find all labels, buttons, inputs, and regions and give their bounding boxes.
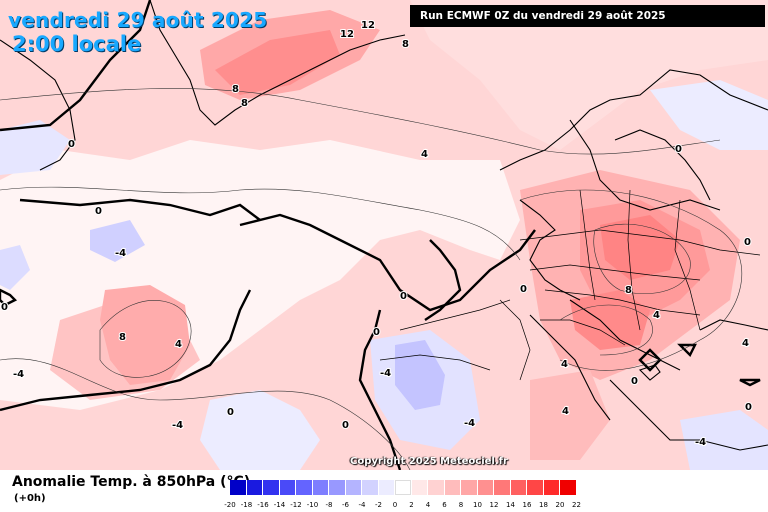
forecast-time: 2:00 locale [12,32,142,56]
contour-label: 0 [675,144,682,155]
color-scale-label: -12 [290,501,302,509]
contour-labels: 12 12 8 8 8 4 0 0 -4 8 4 0 0 -4 -4 0 -4 … [0,19,753,449]
coastlines [0,0,768,451]
color-scale-label: 10 [473,501,482,509]
copyright: Copyright 2025 Meteociel.fr [350,456,508,467]
color-scale-swatch [477,480,494,495]
contour-label: 4 [653,310,660,321]
contour-label: 0 [631,376,638,387]
color-scale-label: 2 [409,501,414,509]
contour-label: 8 [625,285,632,296]
color-scale-swatch [329,480,346,495]
parameter-title: Anomalie Temp. à 850hPa (°C) [12,474,251,490]
color-scale-label: 8 [458,501,464,509]
contour-label: 0 [373,327,380,338]
contour-label: 0 [342,420,349,431]
contour-label: 0 [1,302,8,313]
isotherms [0,88,743,470]
color-scale-swatch [263,480,280,495]
contour-label: -4 [13,369,24,380]
color-scale-labels: -20 -18 -16 -14 -12 -10 -8 -6 -4 -2 0 2 4 6 8 10 12 14 16 1… [224,501,581,511]
color-scale-label: 0 [392,501,398,509]
model-run-label: Run ECMWF 0Z du vendredi 29 août 2025 [410,5,765,27]
color-scale-label: -14 [273,501,286,509]
color-scale-swatch [411,480,428,495]
contour-label: 8 [119,332,126,343]
color-scale-swatch [296,480,313,495]
color-scale-label: 16 [522,501,532,509]
contour-label: 8 [402,39,409,50]
forecast-date: vendredi 29 août 2025 [8,8,268,32]
color-scale-swatch [444,480,461,495]
contour-label: 12 [340,29,354,40]
color-scale-label: -18 [240,501,253,509]
contour-label: 0 [744,237,751,248]
color-scale-label: 18 [539,501,548,509]
color-scale-swatch [279,480,296,495]
contour-label: 0 [520,284,527,295]
color-scale-swatch [378,480,395,495]
color-scale-swatch [345,480,362,495]
color-scale-swatch [494,480,511,495]
contour-label: 8 [241,98,248,109]
color-scale-swatch [312,480,329,495]
contour-label: 0 [227,407,234,418]
color-scale-swatch [461,480,478,495]
color-scale-swatch [560,480,577,495]
anomaly-fields [0,10,768,470]
color-scale-label: -8 [325,501,333,509]
contour-label: -4 [115,248,126,259]
color-scale-label: -10 [306,501,319,509]
contour-label: -4 [172,420,183,431]
color-scale-swatch [230,480,247,495]
contour-label: 8 [232,84,239,95]
color-scale-swatch [395,480,412,495]
color-scale-label: 20 [555,501,565,509]
color-scale-label: 6 [442,501,447,509]
color-scale [230,480,577,495]
color-scale-label: -20 [224,501,236,509]
color-scale-swatch [527,480,544,495]
contour-label: 4 [421,149,428,160]
color-scale-swatch [428,480,445,495]
temperature-anomaly-map: 12 12 8 8 8 4 0 0 -4 8 4 0 0 -4 -4 0 -4 … [0,0,768,470]
contour-label: -4 [380,368,391,379]
color-scale-label: 22 [572,501,581,509]
contour-label: -4 [464,418,475,429]
contour-label: 0 [400,291,407,302]
land-outlines [0,0,761,470]
color-scale-label: 4 [425,501,431,509]
color-scale-label: -4 [358,501,366,509]
borders [379,189,761,381]
contour-label: 4 [561,359,568,370]
forecast-step: (+0h) [14,493,46,504]
color-scale-label: 14 [506,501,515,509]
color-scale-label: -2 [375,501,382,509]
color-scale-label: -6 [342,501,349,509]
contour-label: 0 [745,402,752,413]
color-scale-swatch [246,480,263,495]
color-scale-swatch [510,480,527,495]
color-scale-label: 12 [489,501,499,509]
contour-label: -4 [695,437,706,448]
color-scale-label: -16 [257,501,269,509]
color-scale-swatch [362,480,379,495]
color-scale-swatch [543,480,560,495]
contour-label: 0 [95,206,102,217]
contour-label: 4 [175,339,182,350]
contour-label: 4 [742,338,749,349]
contour-label: 0 [68,139,75,150]
contour-label: 12 [361,20,375,31]
contour-label: 4 [562,406,569,417]
